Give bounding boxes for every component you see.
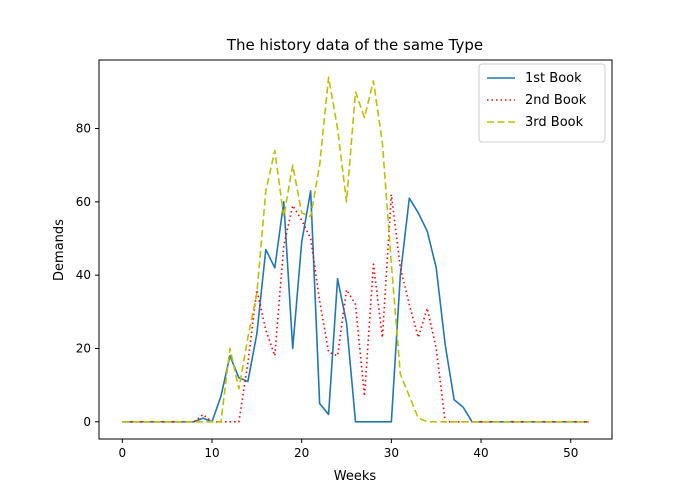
y-tick-label: 60	[76, 195, 91, 209]
legend: 1st Book 2nd Book 3rd Book	[478, 63, 606, 143]
y-tick-label: 80	[76, 122, 91, 136]
legend-label-1: 1st Book	[525, 71, 582, 86]
plot-area	[122, 76, 589, 423]
series-line-2	[122, 193, 589, 423]
x-tick-label: 50	[563, 446, 578, 460]
x-axis-label: Weeks	[334, 469, 377, 484]
x-tick-label: 10	[204, 446, 219, 460]
legend-label-3: 3rd Book	[525, 115, 584, 130]
x-tick-label: 40	[473, 446, 488, 460]
series-line-1	[122, 190, 589, 423]
series-line-3	[122, 76, 589, 423]
chart-title: The history data of the same Type	[226, 36, 483, 54]
y-tick-label: 0	[83, 415, 91, 429]
x-tick-label: 20	[294, 446, 309, 460]
y-tick-label: 40	[76, 268, 91, 282]
axes-frame	[98, 59, 613, 440]
x-tick-label: 30	[384, 446, 399, 460]
axis-ticks: 0 10 20 30 40 50 0 20 40 60 80	[76, 122, 579, 460]
y-tick-label: 20	[76, 341, 91, 355]
legend-label-2: 2nd Book	[525, 93, 587, 108]
y-axis-label: Demands	[52, 219, 67, 281]
x-tick-label: 0	[118, 446, 126, 460]
